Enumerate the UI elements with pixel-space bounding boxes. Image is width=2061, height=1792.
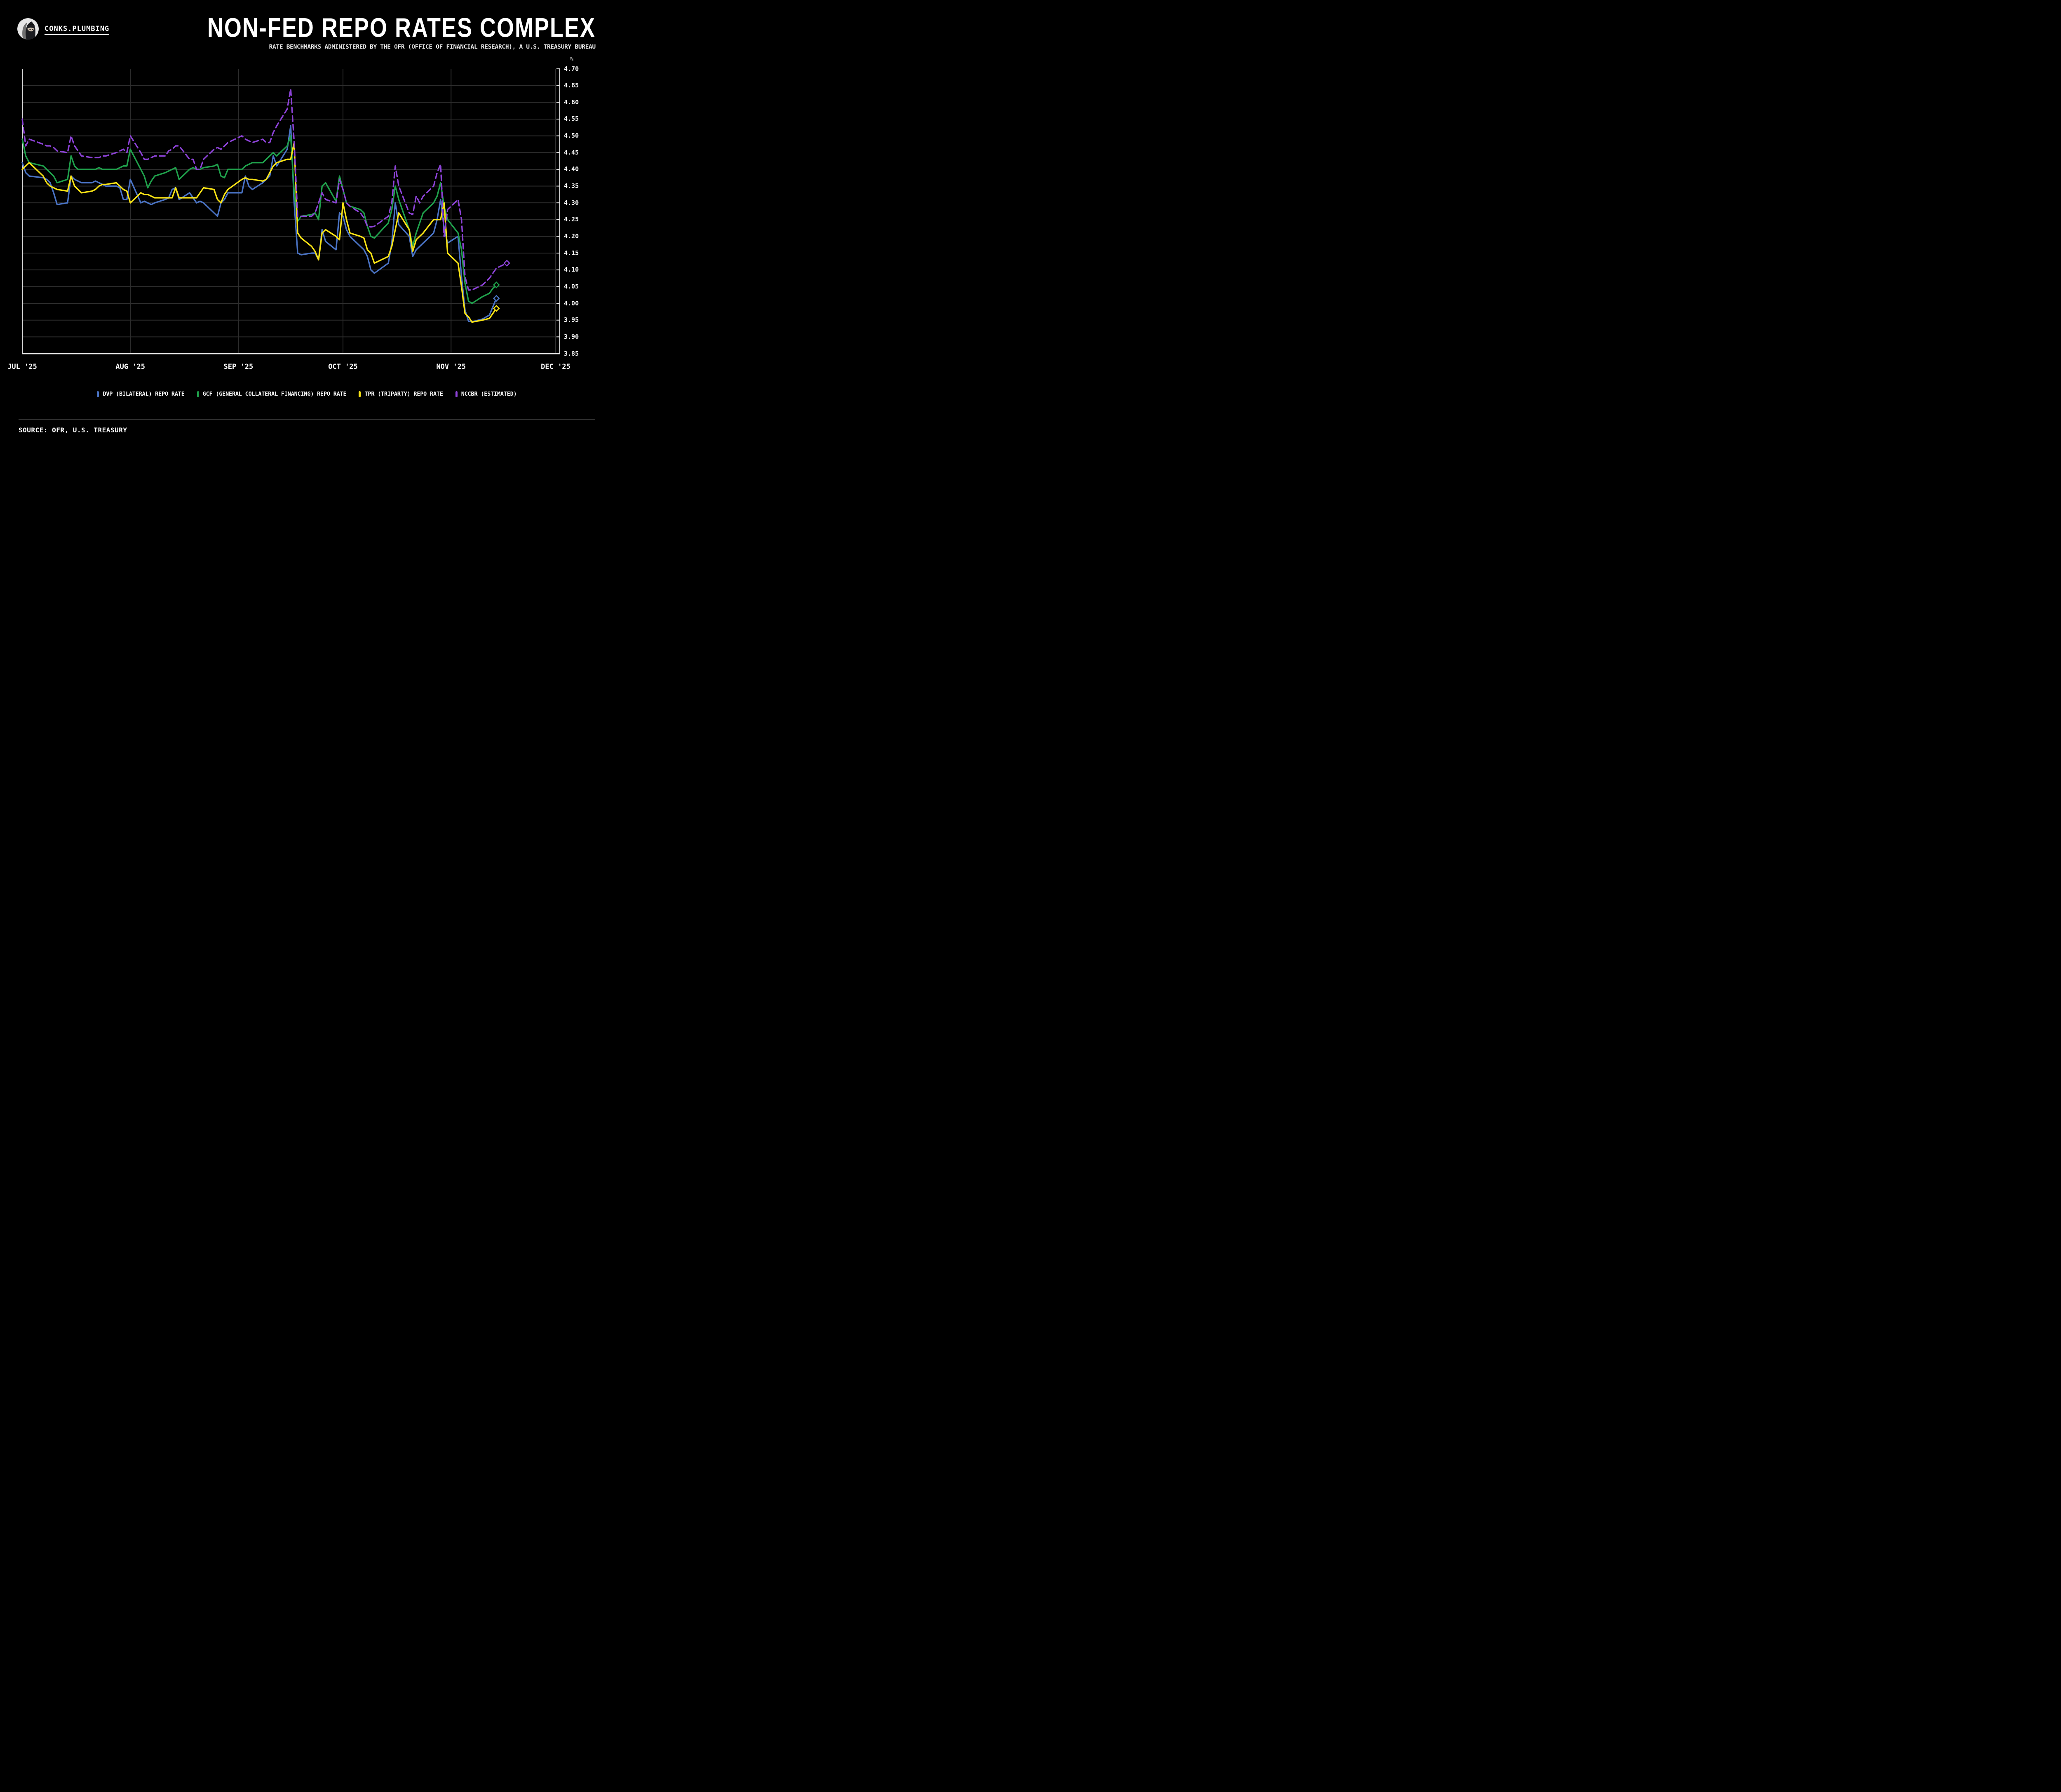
legend-item[interactable]: NCCBR (ESTIMATED) xyxy=(455,391,517,397)
legend-label: NCCBR (ESTIMATED) xyxy=(461,391,517,397)
brand-link[interactable]: CONKS.PLUMBING xyxy=(45,25,110,35)
repo-rates-chart xyxy=(21,68,560,354)
series-line xyxy=(21,125,497,323)
y-tick-label: 4.05 xyxy=(564,282,579,290)
x-tick-label: OCT '25 xyxy=(328,363,358,371)
legend-marker-icon xyxy=(97,391,99,397)
series-line xyxy=(21,142,497,323)
legend-label: GCF (GENERAL COLLATERAL FINANCING) REPO … xyxy=(202,391,347,397)
y-tick-label: 4.25 xyxy=(564,216,579,223)
y-tick-label: 4.00 xyxy=(564,299,579,307)
legend-label: TPR (TRIPARTY) REPO RATE xyxy=(364,391,443,397)
legend-label: DVP (BILATERAL) REPO RATE xyxy=(103,391,185,397)
y-tick-label: 4.45 xyxy=(564,148,579,156)
legend-item[interactable]: TPR (TRIPARTY) REPO RATE xyxy=(359,391,443,397)
source-note: SOURCE: OFR, U.S. TREASURY xyxy=(19,426,127,434)
legend-marker-icon xyxy=(455,391,458,397)
series-end-diamond xyxy=(503,260,510,267)
y-tick-label: 4.60 xyxy=(564,98,579,106)
logo-avatar xyxy=(17,18,39,40)
y-tick-label: 4.30 xyxy=(564,199,579,206)
series-end-diamond xyxy=(493,281,500,289)
y-tick-label: 4.50 xyxy=(564,132,579,140)
series-line xyxy=(21,135,497,304)
series-end-diamond xyxy=(493,295,500,302)
legend-marker-icon xyxy=(359,391,361,397)
y-tick-label: 3.85 xyxy=(564,349,579,357)
y-tick-label: 3.90 xyxy=(564,333,579,340)
x-tick-label: SEP '25 xyxy=(223,363,254,371)
legend-item[interactable]: GCF (GENERAL COLLATERAL FINANCING) REPO … xyxy=(197,391,347,397)
x-tick-label: AUG '25 xyxy=(115,363,145,371)
y-tick-label: 4.55 xyxy=(564,115,579,123)
y-tick-label: 3.95 xyxy=(564,316,579,324)
y-axis-unit-label: % xyxy=(570,56,574,63)
footer-divider xyxy=(19,419,595,420)
x-tick-label: NOV '25 xyxy=(436,363,466,371)
legend-item[interactable]: DVP (BILATERAL) REPO RATE xyxy=(97,391,185,397)
y-tick-label: 4.70 xyxy=(564,65,579,73)
y-tick-label: 4.65 xyxy=(564,82,579,89)
series-line xyxy=(21,88,508,291)
ninja-avatar-icon xyxy=(17,18,39,40)
y-tick-label: 4.40 xyxy=(564,165,579,173)
page-title: NON-FED REPO RATES COMPLEX xyxy=(207,13,596,43)
x-tick-label: JUL '25 xyxy=(7,363,37,371)
x-tick-label: DEC '25 xyxy=(541,363,570,371)
y-tick-label: 4.10 xyxy=(564,266,579,274)
legend-marker-icon xyxy=(197,391,199,397)
chart-legend: DVP (BILATERAL) REPO RATE GCF (GENERAL CO… xyxy=(0,391,614,397)
y-tick-label: 4.35 xyxy=(564,182,579,190)
page-subtitle: RATE BENCHMARKS ADMINISTERED BY THE OFR … xyxy=(269,44,596,50)
y-tick-label: 4.15 xyxy=(564,249,579,257)
series-end-diamond xyxy=(493,305,500,312)
y-tick-label: 4.20 xyxy=(564,232,579,240)
